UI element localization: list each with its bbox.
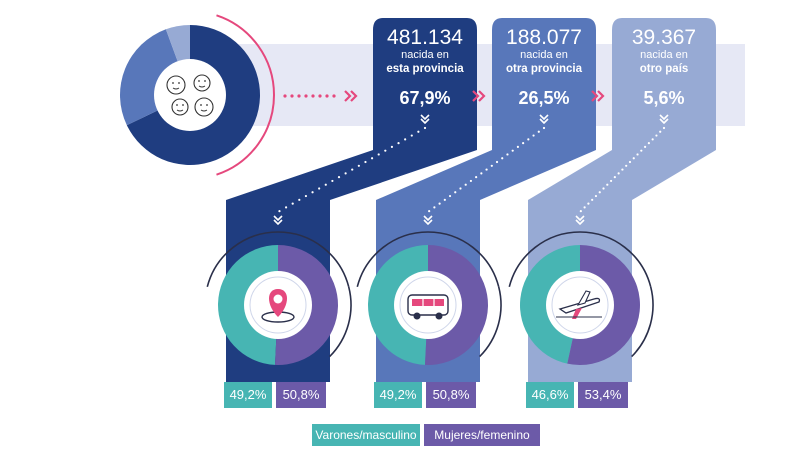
down-arrow-bottom-2 <box>423 215 433 226</box>
dotted-guide-1 <box>278 126 427 213</box>
mujeres-pct-label-2: 50,8% <box>426 382 476 408</box>
dotted-guide-3 <box>579 126 666 213</box>
donut-bracket-arc <box>356 231 500 288</box>
total-pie-group <box>120 14 605 176</box>
down-arrow-bottom-3 <box>575 215 585 226</box>
map-pin-icon <box>261 289 295 323</box>
pie-center <box>154 59 226 131</box>
origin-pct-3: 5,6% <box>643 88 684 108</box>
donut-inner-ring <box>399 276 457 334</box>
varones-pct-label-2: 49,2% <box>374 382 422 408</box>
sex-donut-3 <box>508 231 654 365</box>
origin-line1-1: nacida en <box>401 49 449 61</box>
origin-count-1: 481.134 <box>387 26 463 49</box>
pie-bracket-arc <box>216 14 275 176</box>
pie-connector-dots <box>283 94 336 98</box>
donut-bracket-arc-right <box>631 286 654 358</box>
sex-donut-1 <box>206 231 352 365</box>
connector-arrow-2 <box>472 90 486 102</box>
down-arrow-top-3 <box>659 114 669 125</box>
donut-bracket-arc-right <box>479 286 502 358</box>
pie-connector-arrow <box>344 90 358 102</box>
faces-icon <box>166 74 214 117</box>
connector-arrow-3 <box>591 90 605 102</box>
legend-varones: Varones/masculino <box>312 424 420 446</box>
donut-inner-ring <box>249 276 307 334</box>
dotted-guide-2 <box>428 126 546 213</box>
mujeres-pct-label-3: 53,4% <box>578 382 628 408</box>
varones-pct-label-3: 46,6% <box>526 382 574 408</box>
origin-count-2: 188.077 <box>506 26 582 49</box>
airplane-icon <box>556 290 602 319</box>
origin-line1-3: nacida en <box>640 49 688 61</box>
origin-pct-2: 26,5% <box>518 88 569 108</box>
origin-line1-2: nacida en <box>520 49 568 61</box>
origin-pct-1: 67,9% <box>399 88 450 108</box>
origin-line2-2: otra provincia <box>506 63 583 75</box>
origin-line2-1: esta provincia <box>386 63 464 75</box>
down-arrow-bottom-1 <box>273 215 283 226</box>
sex-donut-2 <box>356 231 502 365</box>
donut-bracket-arc <box>508 231 652 288</box>
down-arrow-top-1 <box>420 114 430 125</box>
sex-split-donuts <box>206 231 654 365</box>
legend-mujeres: Mujeres/femenino <box>424 424 540 446</box>
varones-pct-label-1: 49,2% <box>224 382 272 408</box>
donut-bracket-arc-right <box>329 286 352 358</box>
mujeres-pct-label-1: 50,8% <box>276 382 326 408</box>
donut-bracket-arc <box>206 231 350 288</box>
bus-icon <box>407 294 449 320</box>
origin-count-3: 39.367 <box>632 26 696 49</box>
origin-line2-3: otro país <box>640 63 689 75</box>
down-arrow-top-2 <box>539 114 549 125</box>
donut-inner-ring <box>551 276 609 334</box>
